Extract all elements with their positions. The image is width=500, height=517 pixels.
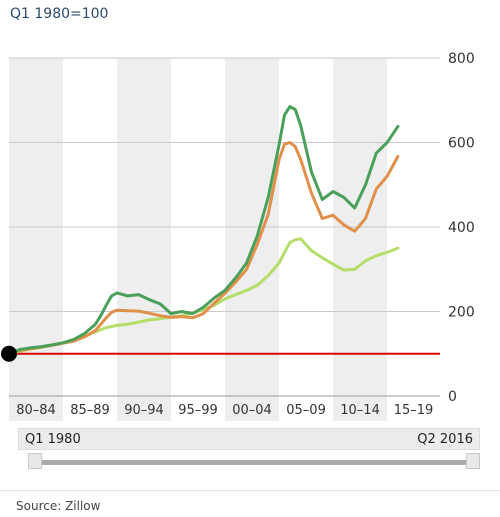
range-slider[interactable] (28, 453, 480, 471)
unit-label: Q1 1980=100 (10, 6, 109, 22)
range-start-label: Q1 1980 (25, 432, 81, 447)
markers (1, 345, 17, 362)
footer-divider (0, 490, 500, 491)
shaded-band-2 (225, 58, 280, 421)
slider-handle-start[interactable] (28, 453, 42, 469)
range-label-bar: Q1 1980 Q2 2016 (18, 428, 480, 450)
x-tick-label-3: 95–99 (178, 403, 218, 418)
source-note: Source: Zillow (16, 499, 101, 513)
y-tick-label-800: 800 (448, 51, 475, 67)
x-tick-label-5: 05–09 (286, 403, 326, 418)
y-tick-label-0: 0 (448, 389, 457, 405)
start-marker (1, 345, 17, 362)
x-tick-label-7: 15–19 (394, 403, 434, 418)
range-end-label: Q2 2016 (417, 432, 473, 447)
y-tick-label-200: 200 (448, 305, 475, 321)
x-tick-label-4: 00–04 (232, 403, 272, 418)
shaded-band-1 (117, 58, 172, 421)
y-tick-label-400: 400 (448, 220, 475, 236)
x-axis-labels: 80–84 85–89 90–94 95–99 00–04 05–09 10–14 15–19 (16, 403, 433, 418)
x-tick-label-1: 85–89 (70, 403, 110, 418)
y-axis-labels: 0 200 400 600 800 (448, 51, 475, 405)
chart: 80–84 85–89 90–94 95–99 00–04 05–09 10–14 15–19… (1, 51, 475, 421)
shaded-band-0 (9, 58, 64, 421)
shaded-bands (9, 58, 388, 421)
grid-lines (9, 57, 440, 397)
x-tick-label-6: 10–14 (340, 403, 380, 418)
series-lines (7, 105, 440, 356)
slider-track[interactable] (34, 460, 474, 465)
shaded-band-3 (333, 58, 388, 421)
series-line-0 (7, 105, 400, 356)
x-tick-label-0: 80–84 (16, 403, 56, 418)
slider-handle-end[interactable] (466, 453, 480, 469)
y-tick-label-600: 600 (448, 136, 475, 152)
series-line-1 (7, 141, 400, 356)
x-tick-label-2: 90–94 (124, 403, 164, 418)
